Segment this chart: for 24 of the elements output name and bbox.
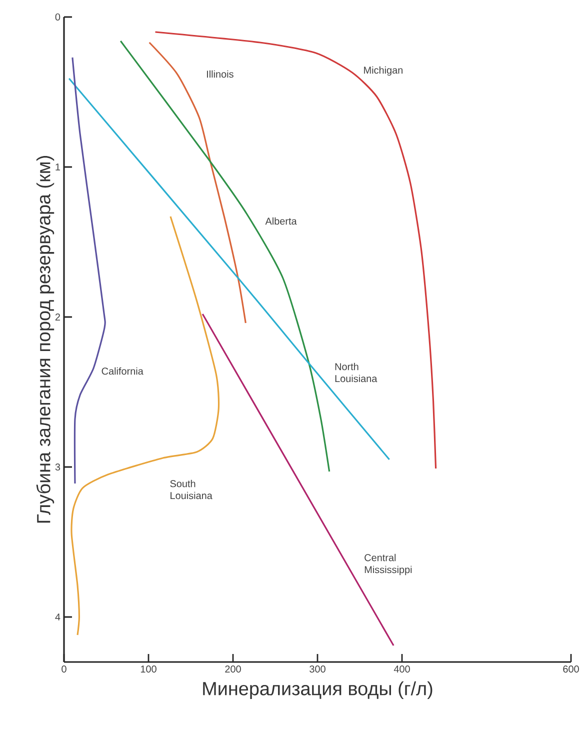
x-tick-label: 600: [563, 666, 579, 673]
y-tick-label: 2: [55, 314, 60, 320]
series-label: North Louisiana: [335, 362, 378, 382]
series-label: Michigan: [364, 66, 402, 76]
line-series: [70, 216, 220, 636]
x-tick-label: 300: [310, 666, 326, 673]
text: South Louisiana: [170, 480, 212, 500]
series-label: Alberta: [265, 217, 297, 225]
x-axis-title: Минерализация воды (г/л): [203, 681, 432, 700]
y-axis-title: Глубина залегания пород резервуара (км): [36, 156, 54, 523]
series-label: Central Mississippi: [364, 554, 412, 576]
y-tick-label: 1: [56, 164, 60, 170]
line-series: [68, 78, 390, 460]
y-tick-label: 0: [55, 13, 60, 21]
line-series: [148, 42, 246, 324]
x-tick-label: 400: [394, 666, 410, 673]
line-series: [154, 31, 437, 470]
y-tick-label: 3: [55, 463, 60, 471]
x-tick-label: 100: [140, 666, 156, 673]
x-tick-label: 200: [225, 666, 241, 673]
x-tick-label: 0: [62, 666, 66, 673]
y-tick-label: 4: [55, 614, 60, 620]
text: Illinois: [207, 70, 234, 78]
series-label: California: [102, 367, 144, 375]
